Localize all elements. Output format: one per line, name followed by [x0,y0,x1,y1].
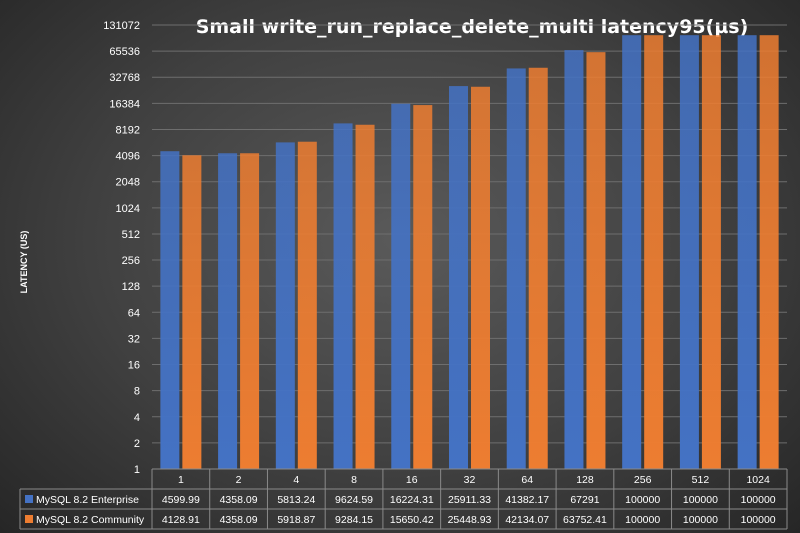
legend-swatch [25,515,33,523]
x-category-label: 1024 [746,474,770,486]
y-tick-label: 8 [134,386,140,398]
y-tick-label: 65536 [109,46,140,58]
table-value: 100000 [683,494,718,506]
bar-community-256 [644,35,664,469]
bar-enterprise-256 [622,35,642,469]
legend-label: MySQL 8.2 Enterprise [36,494,139,506]
bars [160,35,779,470]
y-axis-ticks: 1 2 4 8 16 32 64 128 256 512 1024 2048 4096 8192 16384… [103,20,140,476]
chart-title: Small write_run_replace_delete_multi lat… [196,16,749,38]
bar-community-32 [471,86,490,469]
y-tick-label: 131072 [103,20,140,32]
x-category-label: 64 [521,474,533,486]
table-value: 9284.15 [335,514,373,526]
x-category-label: 32 [464,474,476,486]
y-tick-label: 2 [134,438,140,450]
x-category-label: 512 [692,474,710,486]
bar-enterprise-128 [564,50,584,469]
bar-community-16 [413,105,433,470]
table-value: 4358.09 [220,494,258,506]
table-value: 5813.24 [277,494,315,506]
y-tick-label: 128 [122,281,140,293]
bar-community-1 [182,155,202,470]
y-axis-title: LATENCY (US) [19,231,29,294]
bar-enterprise-512 [679,35,699,469]
table-value: 16224.31 [390,494,434,506]
x-category-label: 1 [178,474,184,486]
y-tick-label: 4096 [116,151,140,163]
bar-community-64 [528,67,548,469]
bar-community-128 [586,52,606,469]
bar-community-8 [355,124,375,469]
y-tick-label: 32768 [109,72,140,84]
bar-community-1024 [759,35,779,469]
legend-label: MySQL 8.2 Community [36,514,145,526]
table-value: 25911.33 [448,494,491,506]
table-value: 100000 [625,494,660,506]
table-value: 9624.59 [335,494,373,506]
bar-enterprise-16 [391,103,411,470]
table-value: 5918.87 [277,514,315,526]
table-value: 25448.93 [448,514,492,526]
table-value: 63752.41 [563,514,607,526]
y-tick-label: 2048 [116,177,140,189]
y-tick-label: 16384 [109,98,140,110]
bar-enterprise-1024 [737,35,757,469]
y-tick-label: 8192 [116,124,140,136]
bar-enterprise-8 [333,123,353,470]
y-tick-label: 1 [134,464,140,476]
x-category-label: 256 [634,474,652,486]
table-value: 100000 [741,514,776,526]
bar-community-512 [701,35,721,469]
x-category-label: 2 [236,474,242,486]
table-value: 4128.91 [162,514,200,526]
x-category-label: 16 [406,474,418,486]
table-value: 100000 [625,514,660,526]
bar-community-4 [297,141,317,470]
table-value: 41382.17 [505,494,549,506]
table-value: 4599.99 [162,494,200,506]
y-tick-label: 256 [122,255,140,267]
table-value: 15650.42 [390,514,434,526]
table-value: 100000 [683,514,718,526]
y-tick-label: 64 [128,307,140,319]
bar-enterprise-4 [275,142,295,469]
bar-enterprise-1 [160,151,180,469]
y-tick-label: 4 [134,412,140,424]
legend-swatch [25,495,33,503]
y-tick-label: 16 [128,360,140,372]
x-category-label: 4 [293,474,299,486]
bar-community-2 [240,153,260,469]
data-table: 1 2 4 8 16 32 64 128 256 512 1024 MySQL 8.2 Enterpr… [19,468,788,530]
y-tick-label: 32 [128,333,140,345]
table-value: 67291 [570,494,599,506]
bar-enterprise-64 [506,68,526,469]
x-category-label: 128 [576,474,594,486]
table-value: 42134.07 [505,514,549,526]
table-value: 100000 [741,494,776,506]
bar-enterprise-2 [218,153,238,469]
y-tick-label: 512 [122,229,140,241]
table-value: 4358.09 [220,514,258,526]
x-category-label: 8 [351,474,357,486]
y-tick-label: 1024 [116,203,140,215]
bar-enterprise-32 [449,86,468,470]
